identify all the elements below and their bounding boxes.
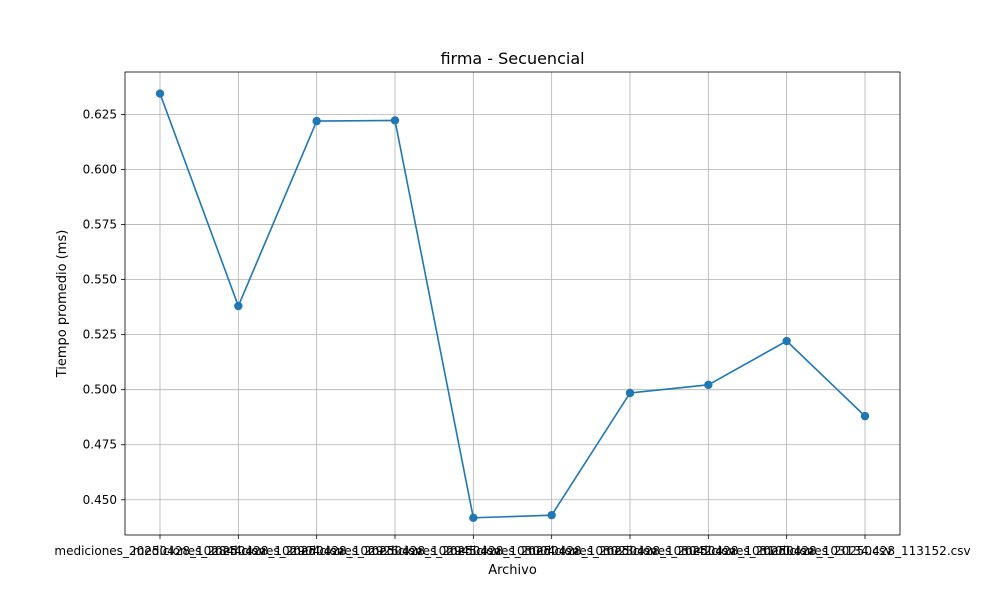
x-tick-label: mediciones_20250428_103042.csv bbox=[524, 544, 735, 558]
x-tick-label: mediciones_20250428_102904.csv bbox=[133, 544, 344, 558]
x-tick-label: mediciones_20250428_103134.csv bbox=[681, 544, 892, 558]
data-point bbox=[390, 116, 400, 125]
x-tick-label: mediciones_20250428_103004.csv bbox=[368, 544, 579, 558]
data-point bbox=[469, 513, 478, 523]
y-tick-label: 0.475 bbox=[83, 438, 117, 452]
series-line bbox=[159, 93, 866, 519]
x-axis-label: Archivo bbox=[488, 563, 537, 578]
x-tick-label: mediciones_20250428_103100.csv bbox=[603, 544, 814, 558]
y-tick-label: 0.525 bbox=[83, 328, 117, 342]
x-tick-label: mediciones_20250428_113152.csv bbox=[759, 544, 970, 558]
plot-frame bbox=[124, 71, 901, 536]
x-tick-label: mediciones_20250428_102844.csv bbox=[54, 544, 265, 558]
data-point bbox=[547, 510, 556, 520]
x-tick-label: mediciones_20250428_102945.csv bbox=[289, 544, 500, 558]
data-point bbox=[155, 89, 165, 98]
y-tick-label: 0.575 bbox=[83, 218, 117, 232]
y-tick-label: 0.600 bbox=[83, 163, 117, 177]
series-layer bbox=[155, 89, 870, 523]
chart-title: firma - Secuencial bbox=[440, 49, 584, 68]
data-point bbox=[782, 336, 791, 346]
data-point bbox=[312, 116, 321, 126]
y-tick-label: 0.450 bbox=[83, 493, 117, 507]
x-tick-label: mediciones_20250428_102926.csv bbox=[211, 544, 422, 558]
axis-ticks: mediciones_20250428_102844.csvmediciones… bbox=[54, 107, 970, 558]
data-point bbox=[234, 301, 243, 311]
grid-lines bbox=[125, 72, 900, 535]
data-point bbox=[704, 380, 713, 390]
y-tick-label: 0.625 bbox=[83, 107, 117, 121]
y-tick-label: 0.550 bbox=[83, 273, 117, 287]
data-point bbox=[860, 411, 870, 421]
y-axis-label: Tiempo promedio (ms) bbox=[55, 230, 70, 379]
data-point bbox=[625, 388, 635, 398]
y-tick-label: 0.500 bbox=[83, 383, 117, 397]
x-tick-label: mediciones_20250428_103023.csv bbox=[446, 544, 657, 558]
